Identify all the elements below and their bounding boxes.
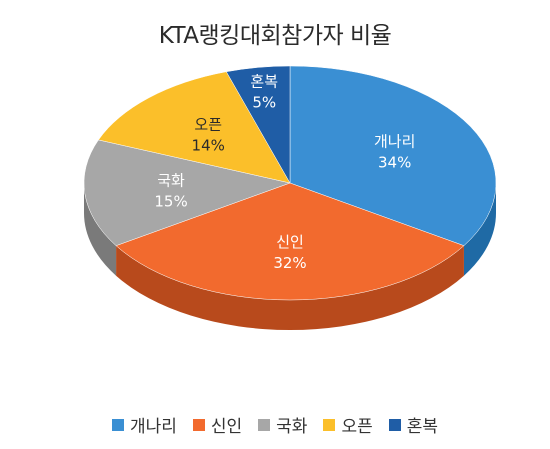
- slice-value-4: 5%: [252, 94, 276, 112]
- slice-label-2: 국화: [157, 171, 185, 189]
- legend-item-3: 오픈: [323, 412, 373, 437]
- legend-item-1: 신인: [192, 412, 243, 437]
- pie-slices: [83, 65, 497, 301]
- legend-label-2: 국화: [276, 417, 308, 437]
- legend-item-0: 개나리: [111, 412, 177, 437]
- legend-label-0: 개나리: [129, 417, 177, 437]
- pie-slice-1: [115, 182, 465, 301]
- pie-side-0: [463, 183, 496, 276]
- pie-labels: 개나리 34% 신인 32% 국화 15% 오픈 14% 혼복 5%: [154, 73, 415, 272]
- pie-slice-4: [225, 65, 291, 184]
- pie-slice-2: [83, 139, 291, 246]
- legend-swatch-3: [323, 418, 336, 431]
- slice-value-2: 15%: [154, 192, 187, 210]
- pie-side-2: [84, 183, 117, 276]
- pie-slice-0: [289, 65, 497, 246]
- slice-value-0: 34%: [378, 153, 411, 171]
- pie-3d-sides: [84, 183, 496, 331]
- pie-side-1: [116, 245, 464, 331]
- chart-title: KTA랭킹대회참가자 비율: [158, 23, 392, 49]
- legend-swatch-2: [258, 418, 271, 431]
- legend-label-4: 혼복: [406, 417, 439, 437]
- legend-swatch-0: [111, 418, 124, 431]
- legend-item-2: 국화: [258, 412, 307, 437]
- legend-label-1: 신인: [210, 417, 243, 437]
- legend-item-4: 혼복: [388, 412, 439, 437]
- legend-swatch-1: [192, 418, 205, 431]
- legend-label-3: 오픈: [341, 417, 373, 437]
- legend-swatch-4: [388, 418, 401, 431]
- slice-label-0: 개나리: [374, 132, 415, 150]
- slice-label-1: 신인: [276, 233, 304, 251]
- slice-label-4: 혼복: [250, 73, 278, 91]
- slice-value-1: 32%: [273, 254, 306, 272]
- legend: 개나리 신인 국화 오픈 혼복: [0, 412, 550, 437]
- slice-label-3: 오픈: [194, 116, 222, 134]
- slice-value-3: 14%: [192, 137, 225, 155]
